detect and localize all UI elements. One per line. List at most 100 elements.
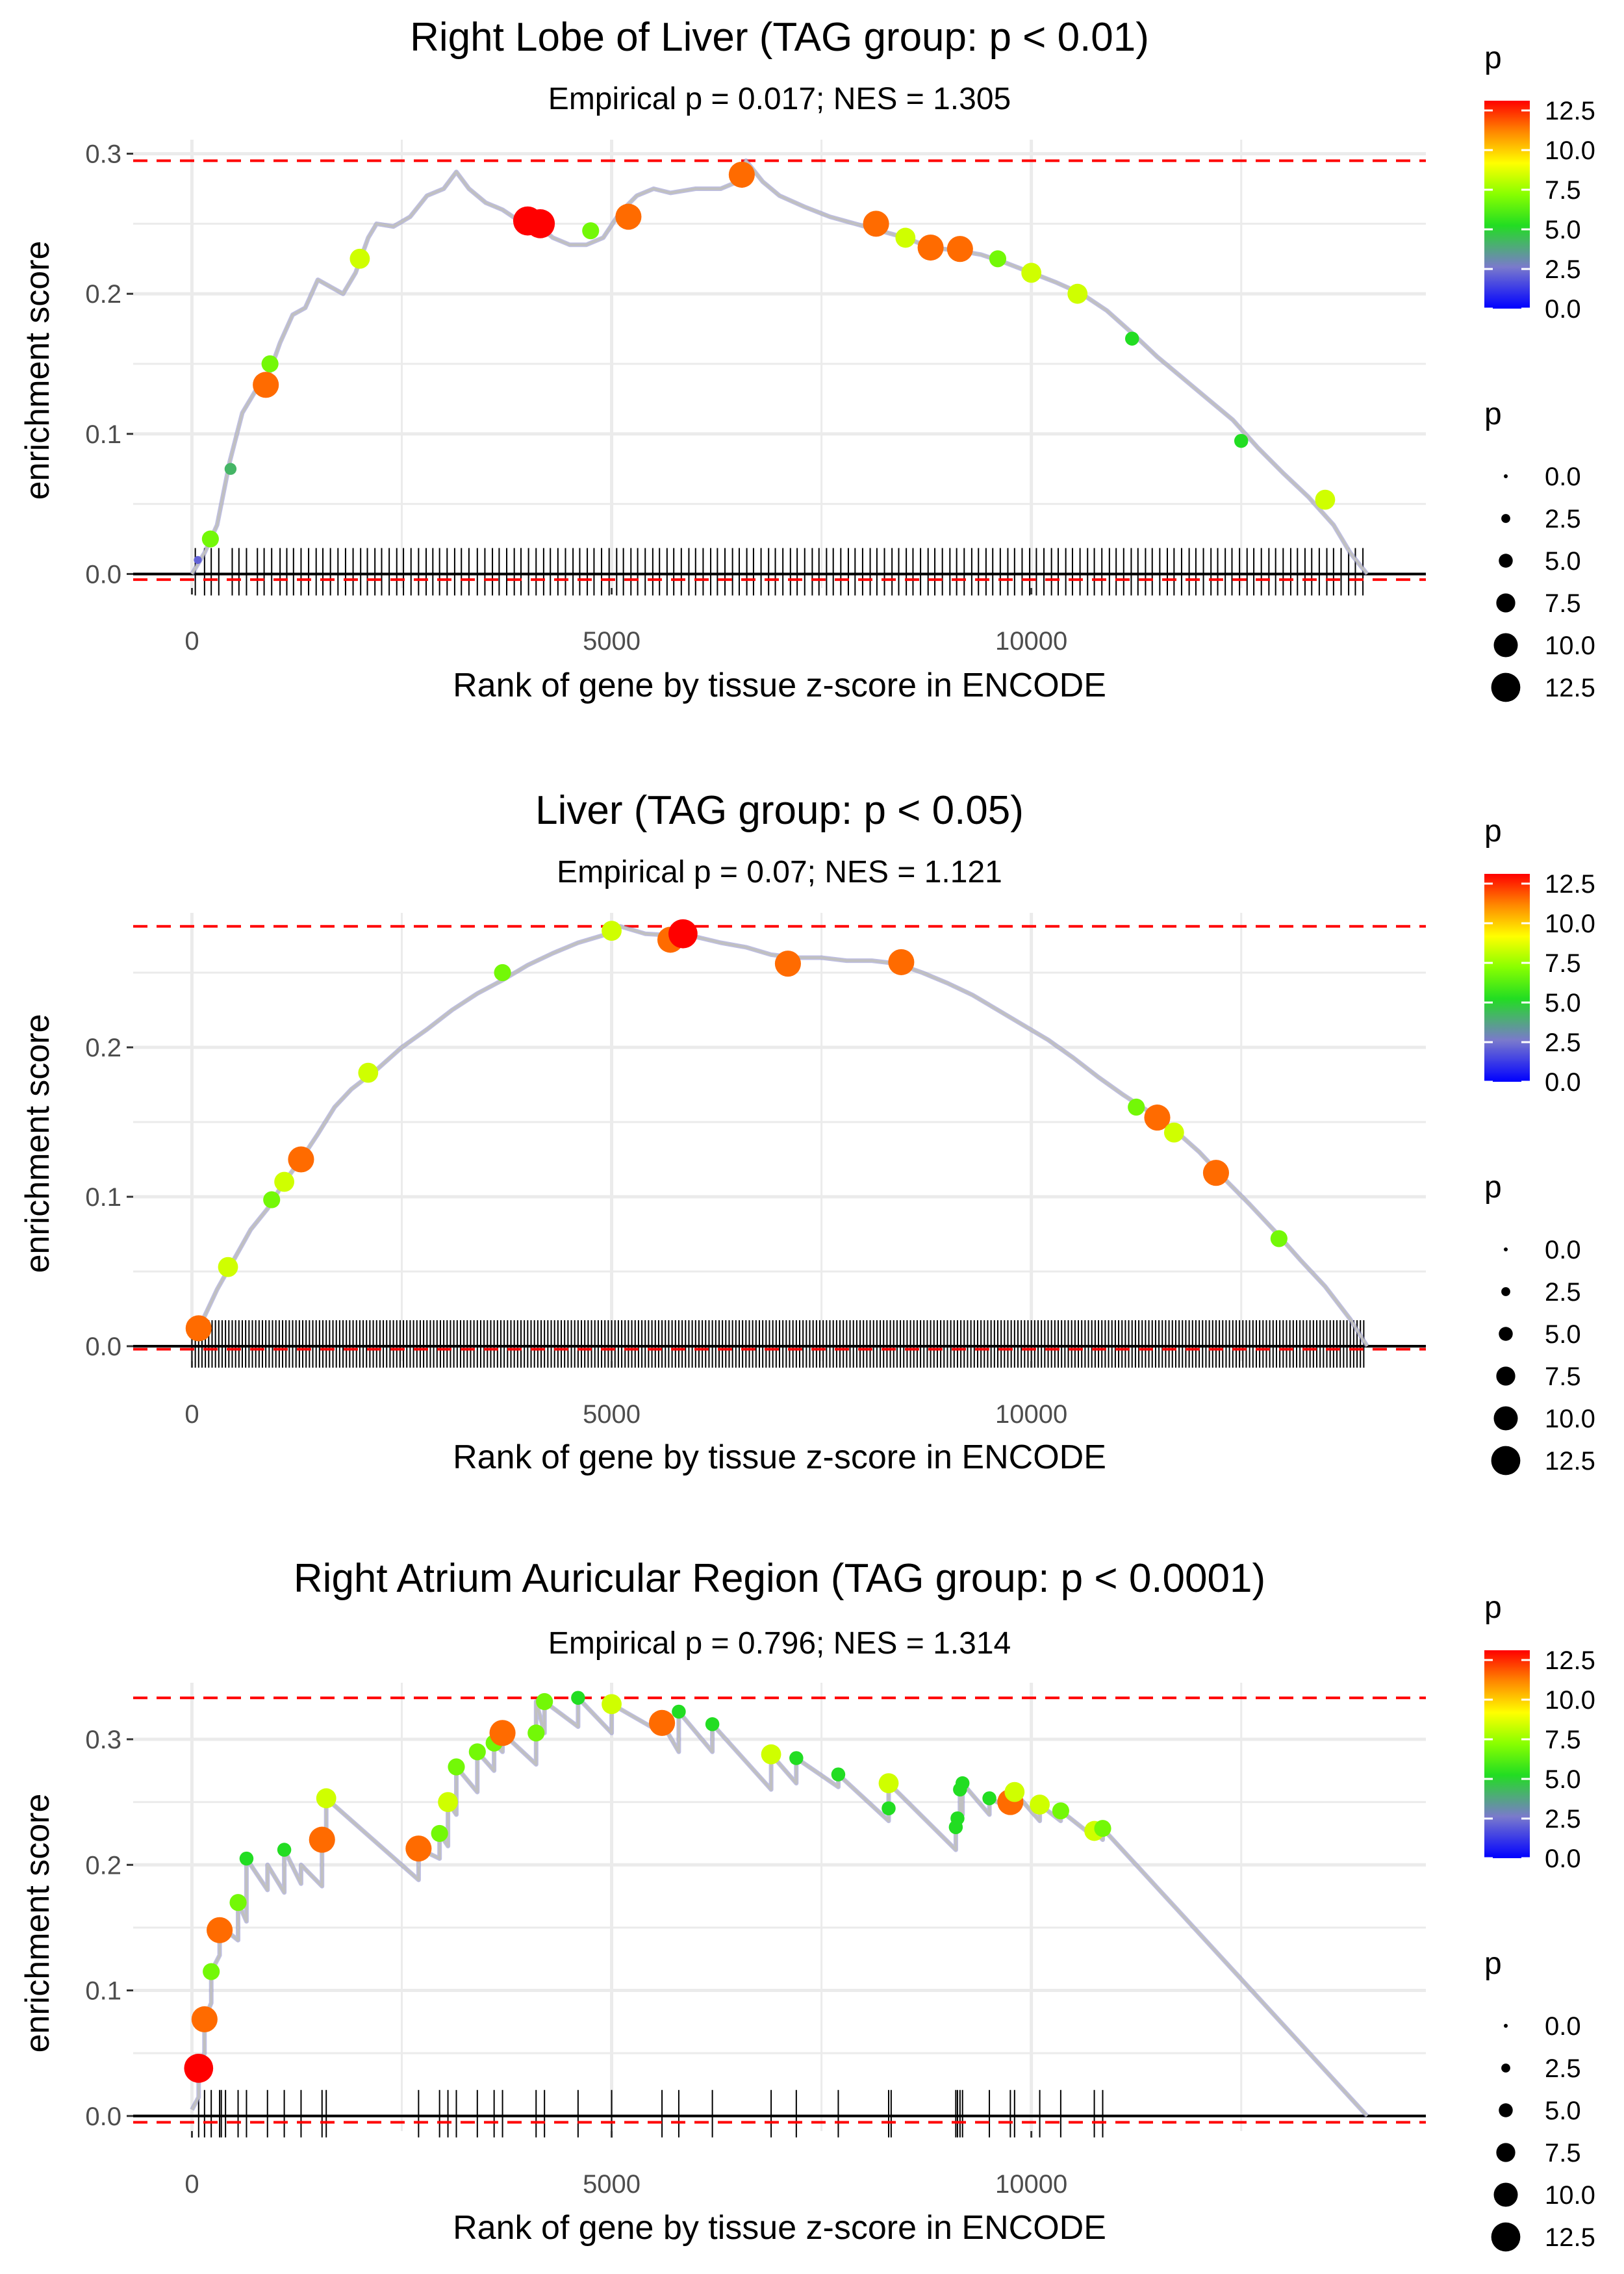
legend-2-size-label: 0.0	[1545, 1236, 1581, 1264]
legend-3-colorbar-label: 7.5	[1545, 1726, 1581, 1754]
panel-1-y-tick-label: 0.0	[85, 560, 121, 589]
legend-2-colorbar	[1484, 874, 1530, 1082]
panel-1-y-tick-label: 0.1	[85, 420, 121, 449]
legend-1-size-label: 12.5	[1545, 674, 1595, 702]
panel-3-gene-point	[672, 1704, 686, 1719]
panel-2-x-tick-label: 0	[184, 1400, 199, 1429]
panel-3-y-tick-label: 0.3	[85, 1726, 121, 1754]
legend-2-colorbar-label: 2.5	[1545, 1028, 1581, 1057]
panel-2-gene-point	[1128, 1098, 1145, 1116]
legend-3-size-label: 12.5	[1545, 2223, 1595, 2252]
legend-2-colorbar-label: 5.0	[1545, 989, 1581, 1017]
panel-2-gene-point	[888, 949, 915, 975]
panel-3-gene-point	[536, 1693, 553, 1711]
legend-3-colorbar	[1484, 1650, 1530, 1858]
legend-1-size-key	[1491, 672, 1521, 702]
panel-1-gene-point	[863, 211, 889, 237]
panel-3-gene-point	[184, 2053, 214, 2083]
panel-2-curve-halo	[190, 924, 1369, 1348]
panel-3-plot: 0 5000 10000 0.0 0.1 0.2 0.3	[85, 1683, 1426, 2199]
panel-1-gene-point	[1124, 331, 1139, 346]
panel-1-gene-point	[728, 161, 755, 188]
panel-2-subtitle: Empirical p = 0.07; NES = 1.121	[557, 855, 1002, 889]
panel-3-gene-point	[571, 1691, 585, 1705]
legend-1-size-title: p	[1484, 397, 1502, 431]
legend-3-size-key	[1499, 2103, 1513, 2117]
panel-1: Right Lobe of Liver (TAG group: p < 0.01…	[19, 15, 1426, 704]
legend-3-size-key	[1493, 2182, 1518, 2207]
legend-1-size-label: 5.0	[1545, 547, 1581, 576]
panel-3-x-tick-label: 5000	[583, 2170, 641, 2199]
panel-1-gene-point	[615, 203, 642, 230]
legend-2-size-key	[1504, 1247, 1508, 1251]
legend-2-size-label: 12.5	[1545, 1447, 1595, 1476]
panel-3-x-axis-label: Rank of gene by tissue z-score in ENCODE	[453, 2209, 1106, 2247]
panel-2: Liver (TAG group: p < 0.05) Empirical p …	[19, 788, 1426, 1476]
legend-1-size-label: 7.5	[1545, 589, 1581, 618]
panel-3-gene-point	[705, 1717, 720, 1731]
panel-3-y-tick-label: 0.0	[85, 2102, 121, 2131]
panel-1-enrichment-curve	[190, 159, 1369, 575]
legend-3-size-title: p	[1484, 1947, 1502, 1981]
panel-3: Right Atrium Auricular Region (TAG group…	[19, 1556, 1426, 2247]
panel-1-x-axis-label: Rank of gene by tissue z-score in ENCODE	[453, 667, 1106, 704]
panel-1-gene-point	[946, 236, 973, 262]
panel-3-gene-point	[1094, 1820, 1111, 1837]
legend-2-size-label: 2.5	[1545, 1278, 1581, 1307]
panel-2-gene-point	[774, 951, 801, 977]
legend-1-size-key	[1504, 474, 1508, 478]
legend-1-size-label: 0.0	[1545, 463, 1581, 491]
panel-2-gene-point	[274, 1171, 294, 1192]
panel-3-gene-point	[229, 1894, 247, 1911]
panel-1-x-tick-label: 5000	[583, 627, 641, 656]
panel-3-gene-point	[448, 1758, 465, 1776]
panel-3-gene-point	[277, 1843, 292, 1857]
legend-3-size-label: 7.5	[1545, 2139, 1581, 2167]
panel-3-gene-point	[405, 1835, 432, 1862]
legend-3-size-label: 2.5	[1545, 2054, 1581, 2083]
panel-2-y-tick-label: 0.0	[85, 1333, 121, 1361]
legend-2-size-title: p	[1484, 1170, 1502, 1205]
panel-1-gene-point	[1315, 489, 1336, 510]
legend-1-size-key	[1499, 554, 1513, 568]
legend-3-colorbar-label: 2.5	[1545, 1805, 1581, 1833]
panel-3-gene-point	[955, 1776, 970, 1791]
legend-2-size-label: 7.5	[1545, 1362, 1581, 1391]
panel-2-gene-point	[358, 1062, 379, 1083]
legend-2-color-title: p	[1484, 814, 1502, 849]
panel-3-gene-point	[982, 1791, 996, 1806]
legend-1-size-key	[1496, 593, 1516, 613]
legend-1-colorbar-label: 10.0	[1545, 136, 1595, 165]
legend-3-colorbar-label: 12.5	[1545, 1646, 1595, 1675]
panel-3-x-tick-label: 0	[184, 2170, 199, 2199]
legend-2-colorbar-label: 12.5	[1545, 870, 1595, 899]
panel-3-gene-point	[831, 1767, 846, 1782]
panel-2-gene-point	[1202, 1160, 1229, 1186]
panel-3-gene-point	[950, 1811, 965, 1826]
legend-1-colorbar-label: 7.5	[1545, 176, 1581, 205]
legend-1-size-key	[1493, 633, 1518, 658]
panel-3-subtitle: Empirical p = 0.796; NES = 1.314	[548, 1626, 1011, 1661]
panel-3-gene-point	[431, 1824, 448, 1843]
panel-3-x-tick-label: 10000	[995, 2170, 1067, 2199]
legend-2-colorbar-label: 7.5	[1545, 949, 1581, 978]
panel-1-gene-point	[526, 209, 555, 238]
legend-1-size-label: 2.5	[1545, 505, 1581, 533]
panel-2-plot: 0 5000 10000 0.0 0.1 0.2	[85, 913, 1426, 1429]
legend-3-colorbar-label: 5.0	[1545, 1765, 1581, 1794]
panel-3-gene-point	[1052, 1802, 1069, 1820]
panel-1-gene-point	[917, 234, 944, 261]
panel-1-plot: 0 5000 10000 0.0 0.1 0.2 0.3	[85, 140, 1426, 656]
legend-1-color-title: p	[1484, 41, 1502, 75]
panel-2-y-axis-label: enrichment score	[19, 1014, 57, 1273]
panel-3-gene-point	[1004, 1782, 1025, 1802]
panel-1-curve-halo	[190, 158, 1369, 576]
legend-2-size-label: 10.0	[1545, 1405, 1595, 1433]
panel-1-gene-point	[989, 250, 1007, 268]
panel-3-gene-point	[1030, 1795, 1050, 1815]
panel-2-gene-point	[668, 919, 698, 949]
legend-3-size-label: 5.0	[1545, 2097, 1581, 2125]
panel-1-gene-point	[1234, 433, 1249, 448]
panel-3-gene-point	[602, 1694, 622, 1715]
panel-3-title: Right Atrium Auricular Region (TAG group…	[294, 1556, 1265, 1601]
